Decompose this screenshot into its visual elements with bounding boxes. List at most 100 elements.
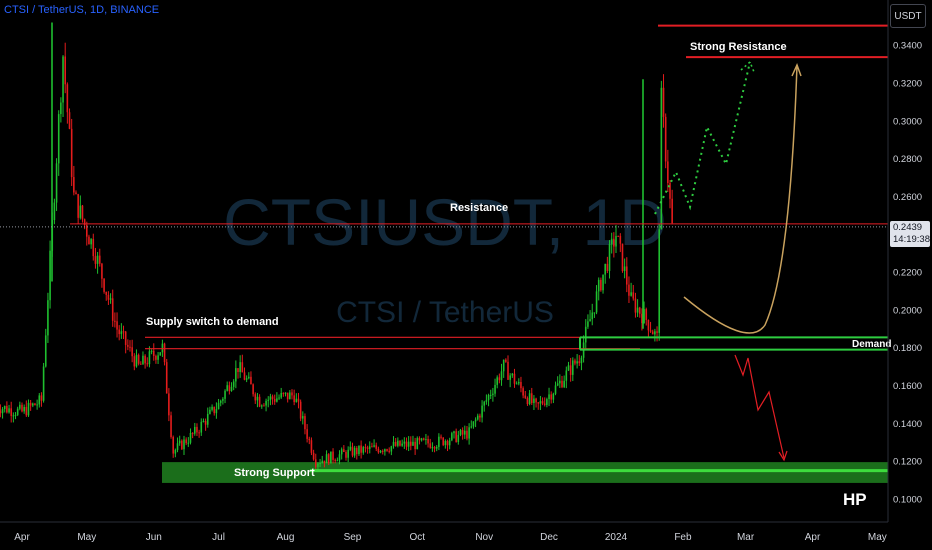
candle-up bbox=[362, 447, 365, 453]
candle-up bbox=[448, 440, 451, 446]
candle-down bbox=[103, 278, 105, 292]
candle-up bbox=[1, 409, 4, 414]
candle-up bbox=[379, 450, 382, 453]
candle-up bbox=[222, 398, 224, 401]
candle-down bbox=[543, 403, 546, 405]
candle-down bbox=[81, 205, 84, 220]
candle-down bbox=[86, 225, 88, 237]
candle-up bbox=[420, 438, 423, 441]
candle-down bbox=[466, 430, 468, 439]
candle-down bbox=[6, 406, 8, 413]
candle-up bbox=[278, 397, 280, 399]
candle-up bbox=[412, 441, 414, 446]
candle-down bbox=[386, 449, 388, 451]
demand-label: Demand bbox=[852, 339, 891, 350]
candle-up bbox=[19, 404, 21, 409]
candle-up bbox=[610, 238, 613, 245]
candle-down bbox=[520, 382, 522, 389]
currency-button[interactable]: USDT bbox=[890, 4, 926, 28]
candle-up bbox=[27, 402, 30, 416]
candle-down bbox=[522, 388, 524, 396]
candle-down bbox=[185, 439, 187, 444]
symbol-title[interactable]: CTSI / TetherUS, 1D, BINANCE bbox=[4, 4, 160, 16]
candle-up bbox=[373, 445, 375, 447]
candle-up bbox=[289, 392, 291, 400]
candle-down bbox=[165, 362, 168, 394]
candle-down bbox=[297, 398, 300, 402]
candle-up bbox=[353, 447, 356, 456]
candle-up bbox=[109, 298, 112, 300]
candle-down bbox=[569, 365, 572, 375]
x-tick-label: Nov bbox=[475, 532, 493, 543]
candle-up bbox=[457, 434, 460, 443]
candle-up bbox=[284, 392, 287, 394]
candle-down bbox=[651, 331, 654, 335]
candle-down bbox=[366, 447, 369, 449]
candle-down bbox=[418, 438, 421, 441]
candle-up bbox=[224, 390, 226, 399]
candle-down bbox=[73, 177, 75, 193]
candle-up bbox=[425, 438, 427, 440]
candle-up bbox=[150, 350, 153, 352]
candle-up bbox=[248, 376, 250, 379]
candle-down bbox=[606, 263, 609, 271]
candle-up bbox=[358, 445, 360, 455]
cup-projection-arrowhead bbox=[791, 63, 802, 77]
x-tick-label: Dec bbox=[540, 532, 558, 543]
candle-up bbox=[584, 326, 587, 343]
candle-down bbox=[410, 441, 412, 446]
candle-down bbox=[641, 313, 643, 324]
candle-down bbox=[524, 395, 527, 398]
candle-down bbox=[254, 394, 257, 401]
y-tick-label: 0.1000 bbox=[893, 495, 922, 506]
candle-up bbox=[515, 383, 518, 385]
candle-down bbox=[461, 430, 464, 435]
candle-up bbox=[349, 446, 352, 450]
candle-up bbox=[276, 398, 278, 402]
y-tick-label: 0.1200 bbox=[893, 457, 922, 468]
candle-up bbox=[245, 378, 248, 380]
candle-up bbox=[464, 430, 466, 435]
candle-up bbox=[483, 401, 486, 406]
candle-up bbox=[476, 415, 479, 420]
cup-projection-curve[interactable] bbox=[683, 64, 798, 334]
y-tick-label: 0.2000 bbox=[893, 305, 922, 316]
candle-up bbox=[401, 443, 403, 446]
candle-down bbox=[507, 361, 509, 380]
x-tick-label: Apr bbox=[805, 532, 821, 543]
candle-down bbox=[129, 346, 131, 348]
candle-up bbox=[489, 394, 492, 396]
candle-down bbox=[621, 243, 624, 272]
bearish-projection-path[interactable] bbox=[734, 354, 785, 459]
candle-down bbox=[116, 321, 118, 330]
candle-up bbox=[159, 352, 162, 356]
candle-down bbox=[375, 445, 378, 449]
candle-down bbox=[152, 350, 155, 356]
candle-down bbox=[83, 219, 86, 226]
candle-down bbox=[304, 416, 306, 430]
candle-down bbox=[388, 450, 390, 452]
candle-up bbox=[120, 331, 123, 335]
candle-down bbox=[429, 443, 432, 448]
candle-up bbox=[336, 460, 339, 462]
candle-down bbox=[308, 438, 311, 441]
candle-up bbox=[161, 343, 164, 353]
candle-up bbox=[384, 449, 386, 452]
candle-down bbox=[213, 406, 216, 414]
x-tick-label: May bbox=[77, 532, 96, 543]
candle-down bbox=[427, 438, 429, 444]
candle-up bbox=[260, 405, 263, 407]
x-tick-label: Aug bbox=[277, 532, 295, 543]
candle-up bbox=[453, 431, 455, 434]
candle-up bbox=[269, 396, 272, 400]
candle-down bbox=[327, 454, 330, 464]
candle-down bbox=[574, 360, 576, 364]
candle-down bbox=[204, 421, 207, 425]
candle-down bbox=[626, 266, 628, 285]
candle-down bbox=[34, 403, 36, 406]
candle-up bbox=[178, 440, 181, 444]
candle-down bbox=[92, 239, 95, 257]
candle-up bbox=[636, 307, 639, 313]
candle-up bbox=[239, 362, 241, 372]
